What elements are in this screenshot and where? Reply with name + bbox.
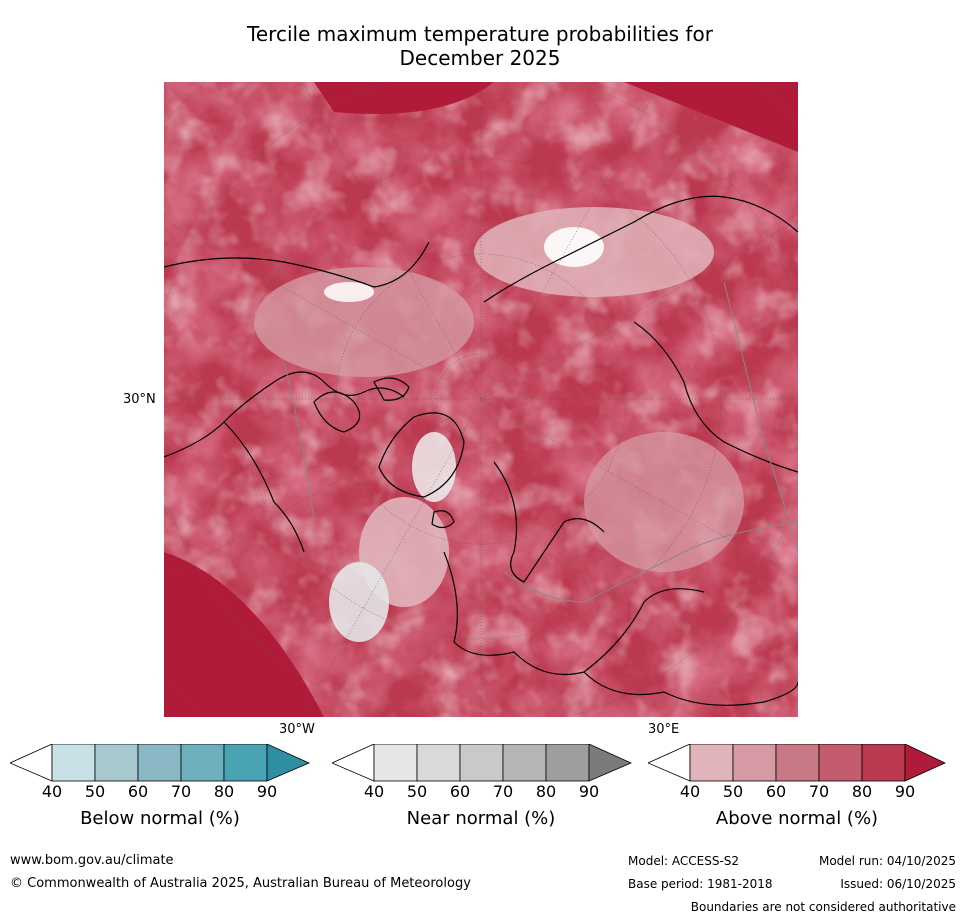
tick-below-50: 50 [84, 782, 106, 801]
coast-europe [443, 551, 705, 676]
issued-date: Issued: 06/10/2025 [840, 877, 956, 891]
swatch-below-50-60 [94, 744, 139, 782]
tick-near-70: 70 [492, 782, 514, 801]
dark-region-n [314, 82, 494, 114]
coast-iceland [431, 510, 455, 529]
map-canvas [164, 82, 798, 717]
coast-siberia [483, 195, 798, 303]
colorbar-near-swatches [332, 744, 632, 782]
tick-below-90: 90 [256, 782, 278, 801]
coast-asia-interior [633, 321, 798, 473]
swatch-near-80-90 [545, 744, 590, 782]
lon-label-30w: 30°W [279, 722, 315, 737]
coastlines [164, 195, 798, 706]
tick-near-50: 50 [406, 782, 428, 801]
tick-below-60: 60 [127, 782, 149, 801]
swatch-near-70-80 [502, 744, 547, 782]
borders [283, 281, 798, 603]
coast-hudson [223, 421, 305, 553]
white-region-siberia [544, 227, 604, 267]
tick-below-40: 40 [41, 782, 63, 801]
tick-above-60: 60 [765, 782, 787, 801]
swatch-above-70-80 [818, 744, 863, 782]
tick-below-70: 70 [170, 782, 192, 801]
swatch-above-80-90 [861, 744, 906, 782]
colorbar-below-swatches [10, 744, 310, 782]
coast-north-america [164, 371, 405, 458]
title-line-2: December 2025 [399, 46, 561, 70]
tick-above-50: 50 [722, 782, 744, 801]
colorbar-near-normal [332, 744, 632, 782]
swatch-below-70-80 [180, 744, 225, 782]
coast-mediterranean [583, 671, 798, 706]
model-run-date: Model run: 04/10/2025 [818, 854, 956, 868]
swatch-near-lt40 [332, 744, 375, 782]
dark-region-sw [164, 552, 324, 717]
probability-map [164, 82, 798, 717]
coast-ellesmere [373, 377, 410, 401]
swatch-below-lt40 [10, 744, 53, 782]
swatch-below-60-70 [137, 744, 182, 782]
colorbar-below-normal [10, 744, 310, 782]
colorbar-below-title: Below normal (%) [80, 808, 240, 829]
near-normal-greenland [412, 432, 456, 502]
model-name: Model: ACCESS-S2 [628, 854, 740, 868]
copyright-text: © Commonwealth of Australia 2025, Austra… [10, 876, 471, 891]
tick-below-80: 80 [213, 782, 235, 801]
swatch-near-40-50 [373, 744, 418, 782]
tick-near-40: 40 [363, 782, 385, 801]
border-eurasia [503, 521, 798, 603]
swatch-below-40-50 [51, 744, 96, 782]
light-region-pacific [254, 267, 474, 377]
tick-near-60: 60 [449, 782, 471, 801]
tick-above-80: 80 [851, 782, 873, 801]
tick-near-80: 80 [535, 782, 557, 801]
colorbar-above-normal [648, 744, 948, 782]
colorbar-near-title: Near normal (%) [406, 808, 556, 829]
swatch-below-gt90 [266, 744, 310, 782]
coast-scandinavia [493, 461, 605, 583]
website-link[interactable]: www.bom.gov.au/climate [10, 853, 174, 868]
boundaries-disclaimer: Boundaries are not considered authoritat… [690, 900, 956, 914]
swatch-above-lt40 [648, 744, 691, 782]
border-canada [283, 361, 315, 523]
coast-arctic-islands [313, 391, 361, 433]
coast-greenland [378, 412, 465, 498]
colorbar-above-title: Above normal (%) [715, 808, 879, 829]
graticule [164, 82, 798, 717]
swatch-above-40-50 [689, 744, 734, 782]
border-asia [723, 281, 798, 553]
tick-above-40: 40 [679, 782, 701, 801]
tick-near-90: 90 [578, 782, 600, 801]
map-title: Tercile maximum temperature probabilitie… [160, 22, 800, 70]
tick-above-90: 90 [894, 782, 916, 801]
lon-label-30e: 30°E [648, 722, 680, 737]
swatch-above-50-60 [732, 744, 777, 782]
swatch-above-gt90 [904, 744, 946, 782]
swatch-near-gt90 [588, 744, 632, 782]
swatch-below-80-90 [223, 744, 268, 782]
swatch-above-60-70 [775, 744, 820, 782]
lat-label-30n: 30°N [123, 392, 156, 407]
white-region-pacific [324, 282, 374, 302]
swatch-near-50-60 [416, 744, 461, 782]
base-period: Base period: 1981-2018 [628, 877, 773, 891]
dark-region-ne [624, 82, 798, 152]
colorbar-above-swatches [648, 744, 946, 782]
tick-above-70: 70 [808, 782, 830, 801]
swatch-near-60-70 [459, 744, 504, 782]
coast-alaska [164, 241, 430, 288]
light-region-asia [584, 432, 744, 572]
near-normal-atlantic [329, 562, 389, 642]
title-line-1: Tercile maximum temperature probabilitie… [247, 22, 713, 46]
